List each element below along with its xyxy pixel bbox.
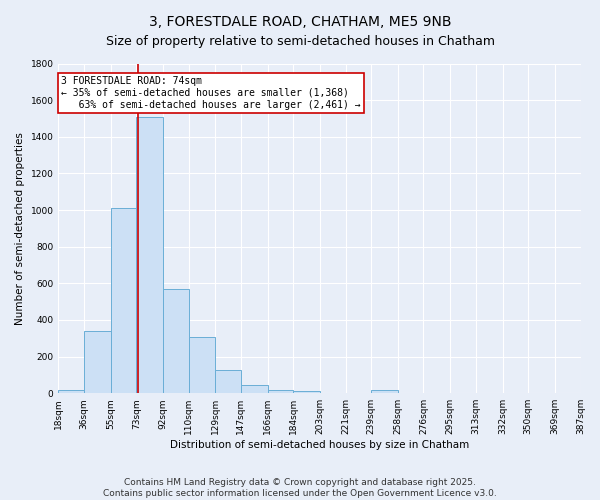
Bar <box>111 208 136 393</box>
Bar <box>188 338 215 393</box>
Y-axis label: Number of semi-detached properties: Number of semi-detached properties <box>15 132 25 325</box>
X-axis label: Distribution of semi-detached houses by size in Chatham: Distribution of semi-detached houses by … <box>170 440 469 450</box>
Bar <box>241 385 268 393</box>
Text: 3, FORESTDALE ROAD, CHATHAM, ME5 9NB: 3, FORESTDALE ROAD, CHATHAM, ME5 9NB <box>149 15 451 29</box>
Bar <box>293 391 320 393</box>
Text: Contains HM Land Registry data © Crown copyright and database right 2025.
Contai: Contains HM Land Registry data © Crown c… <box>103 478 497 498</box>
Bar <box>84 331 111 393</box>
Text: Size of property relative to semi-detached houses in Chatham: Size of property relative to semi-detach… <box>106 35 494 48</box>
Text: 3 FORESTDALE ROAD: 74sqm
← 35% of semi-detached houses are smaller (1,368)
   63: 3 FORESTDALE ROAD: 74sqm ← 35% of semi-d… <box>61 76 361 110</box>
Bar <box>215 370 241 393</box>
Bar <box>58 390 84 393</box>
Bar <box>268 390 293 393</box>
Bar <box>163 289 188 393</box>
Bar <box>136 116 163 393</box>
Bar <box>371 390 398 393</box>
